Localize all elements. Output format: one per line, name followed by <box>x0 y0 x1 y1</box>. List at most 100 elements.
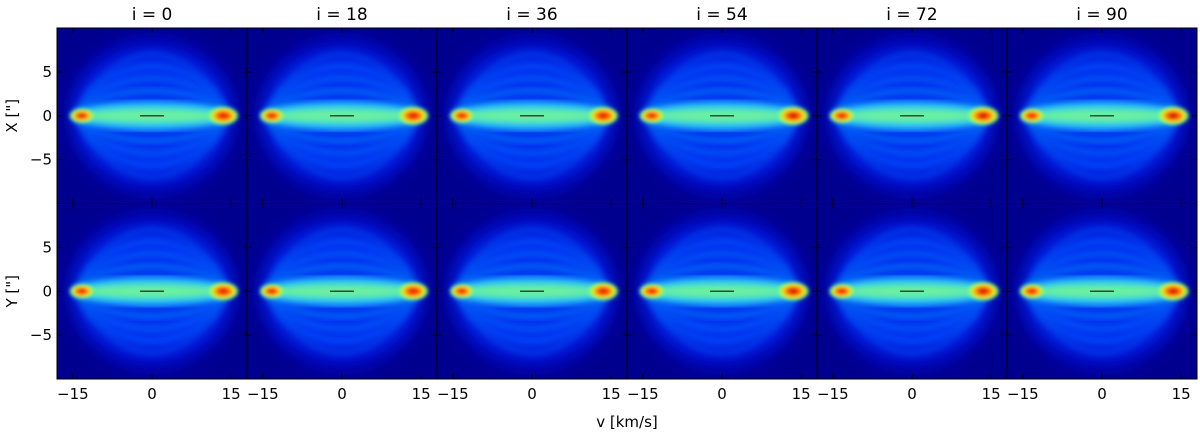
shell-arc <box>846 52 978 95</box>
x-axis-label: v [km/s] <box>596 413 658 431</box>
shell-arc <box>466 312 598 355</box>
heatmap-panel <box>1006 27 1198 204</box>
shell-arc <box>459 303 605 331</box>
left-intensity-peak <box>638 283 666 300</box>
right-intensity-peak <box>1156 281 1191 302</box>
x-tick-label: 0 <box>337 385 347 403</box>
x-tick-label: 0 <box>147 385 157 403</box>
left-intensity-peak <box>828 283 856 300</box>
x-tick-label: 0 <box>717 385 727 403</box>
x-tick-label: 0 <box>907 385 917 403</box>
shell-arc <box>1033 308 1171 343</box>
shell-arc <box>459 76 605 104</box>
shell-arc <box>76 264 228 284</box>
left-intensity-peak <box>1018 108 1045 124</box>
x-tick-label: 0 <box>1097 385 1107 403</box>
axes-group: 5 0 −5 X ["] −15 0 15 5 0 −5 Y ["] −15 0 15 −15 0 15 −15 0… <box>3 63 1191 403</box>
shell-arc <box>1036 137 1168 180</box>
x-tick-label: −15 <box>57 385 89 403</box>
column-title: i = 72 <box>886 5 937 25</box>
right-intensity-peak <box>587 281 620 301</box>
heatmap-panel <box>56 27 248 204</box>
right-intensity-peak <box>1156 105 1191 126</box>
shell-arc <box>1036 52 1168 95</box>
left-intensity-peak <box>68 283 95 299</box>
panels-group <box>56 27 1198 380</box>
shell-arc <box>653 308 791 343</box>
heatmap-panel <box>246 203 438 380</box>
y-tick-label: 5 <box>42 238 52 256</box>
shell-arc <box>653 133 791 168</box>
shell-arc <box>459 252 605 279</box>
shell-arc <box>83 64 221 99</box>
shell-arc <box>463 308 601 343</box>
shell-arc <box>456 89 608 109</box>
shell-arc <box>846 312 978 355</box>
shell-arc <box>1029 76 1175 104</box>
shell-arc <box>463 239 601 274</box>
right-intensity-peak <box>206 105 240 126</box>
shell-arc <box>836 264 988 284</box>
shell-arc <box>1036 312 1168 355</box>
column-title: i = 18 <box>316 5 367 25</box>
heatmap-panel <box>816 27 1008 204</box>
left-intensity-peak <box>448 108 475 124</box>
right-intensity-peak <box>587 106 620 126</box>
shell-arc <box>656 137 788 180</box>
shell-arc <box>843 133 981 168</box>
shell-arc <box>266 123 418 143</box>
shell-arc <box>273 133 411 168</box>
left-intensity-peak <box>1018 283 1046 300</box>
heatmap-panel <box>436 27 628 204</box>
shell-arc <box>1033 239 1171 274</box>
shell-arc <box>76 123 228 143</box>
shell-arc <box>86 227 218 270</box>
shell-arc <box>79 128 225 155</box>
shell-arc <box>83 133 221 168</box>
column-titles: i = 0 i = 18 i = 36 i = 54 i = 72 i = 90 <box>132 5 1128 25</box>
shell-arc <box>656 52 788 95</box>
shell-arc <box>836 89 988 109</box>
right-intensity-peak <box>776 105 811 126</box>
shell-arc <box>1033 133 1171 168</box>
shell-arc <box>839 252 985 279</box>
left-intensity-peak <box>258 283 285 299</box>
right-intensity-peak <box>966 281 1001 302</box>
shell-arc <box>463 64 601 99</box>
shell-arc <box>843 308 981 343</box>
heatmap-panel <box>816 203 1008 380</box>
x-tick-label: −15 <box>817 385 849 403</box>
y-axis-label: X ["] <box>3 99 21 133</box>
shell-arc <box>1036 227 1168 270</box>
shell-arc <box>86 52 218 95</box>
shell-arc <box>649 76 795 104</box>
y-tick-label: 0 <box>42 282 52 300</box>
shell-arc <box>839 303 985 331</box>
right-intensity-peak <box>397 281 430 301</box>
shell-arc <box>79 76 225 104</box>
shell-arc <box>1029 303 1175 331</box>
shell-arc <box>459 128 605 155</box>
shell-arc <box>1026 264 1178 284</box>
shell-arc <box>836 123 988 143</box>
shell-arc <box>273 239 411 274</box>
column-title: i = 0 <box>132 5 173 25</box>
x-tick-label: 0 <box>527 385 537 403</box>
x-tick-label: −15 <box>627 385 659 403</box>
column-title: i = 90 <box>1076 5 1127 25</box>
shell-arc <box>466 137 598 180</box>
shell-arc <box>76 298 228 318</box>
shell-arc <box>79 252 225 279</box>
shell-arc <box>83 308 221 343</box>
right-intensity-peak <box>966 105 1001 126</box>
left-intensity-peak <box>68 107 96 124</box>
shell-arc <box>266 264 418 284</box>
shell-arc <box>843 64 981 99</box>
shell-arc <box>266 89 418 109</box>
shell-arc <box>843 239 981 274</box>
shell-arc <box>273 308 411 343</box>
heatmap-panel <box>626 27 818 204</box>
right-intensity-peak <box>776 281 811 302</box>
shell-arc <box>1029 128 1175 155</box>
x-tick-label: 15 <box>602 385 621 403</box>
